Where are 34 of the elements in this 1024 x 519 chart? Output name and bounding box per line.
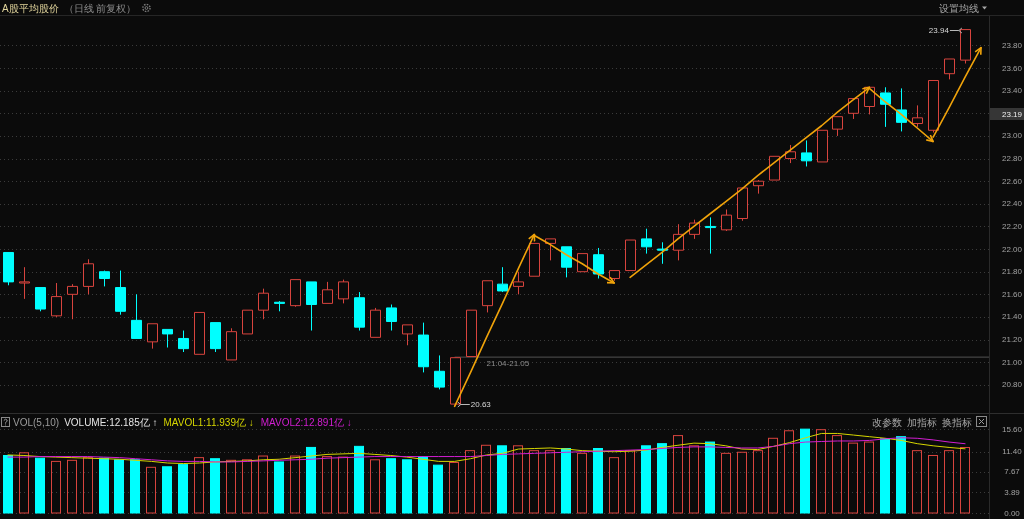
- y-tick-label: 15.60: [1001, 424, 1023, 434]
- y-tick-label: 21.40: [1001, 312, 1023, 322]
- y-tick-label: 22.20: [1001, 221, 1023, 231]
- y-tick-label: 21.80: [1001, 267, 1023, 277]
- text: 换指标: [942, 416, 972, 428]
- annotation: 20.63: [470, 400, 492, 409]
- annotation: 23.94: [928, 26, 950, 35]
- chart-title: VOL(5,10): [13, 416, 60, 428]
- band-label: 21.04-21.05: [486, 359, 530, 369]
- text: 改参数: [872, 416, 902, 428]
- y-tick-label: 3.89: [1004, 487, 1021, 497]
- text: 加指标: [907, 416, 937, 428]
- text: 设置均线: [939, 2, 979, 14]
- chart-title: A股平均股价: [2, 2, 59, 14]
- y-tick-label: 20.80: [1001, 380, 1023, 390]
- y-tick-label: 21.60: [1001, 289, 1023, 299]
- y-tick-label: 23.00: [1001, 131, 1023, 141]
- y-tick-label: 23.40: [1001, 86, 1023, 96]
- y-tick-label: 22.00: [1001, 244, 1023, 254]
- y-tick-label: 22.60: [1001, 176, 1023, 186]
- text: MAVOL2:12.891亿 ↓: [260, 416, 352, 428]
- text: 23.19: [1001, 110, 1023, 119]
- y-tick-label: 7.67: [1004, 467, 1021, 477]
- y-tick-label: 22.40: [1001, 199, 1023, 209]
- y-tick-label: 21.20: [1001, 335, 1023, 345]
- y-tick-label: 11.40: [1002, 447, 1023, 457]
- y-tick-label: 0.00: [1004, 508, 1021, 518]
- y-tick-label: 23.60: [1001, 63, 1023, 73]
- chart-subtitle: VOLUME:12.185亿 ↑: [64, 416, 158, 428]
- y-tick-label: 21.00: [1001, 357, 1023, 367]
- y-tick-label: 22.80: [1001, 154, 1023, 164]
- y-tick-label: 23.80: [1001, 40, 1023, 50]
- chart-subtitle: （日线 前复权）: [63, 2, 137, 14]
- text: MAVOL1:11.939亿 ↓: [163, 416, 254, 428]
